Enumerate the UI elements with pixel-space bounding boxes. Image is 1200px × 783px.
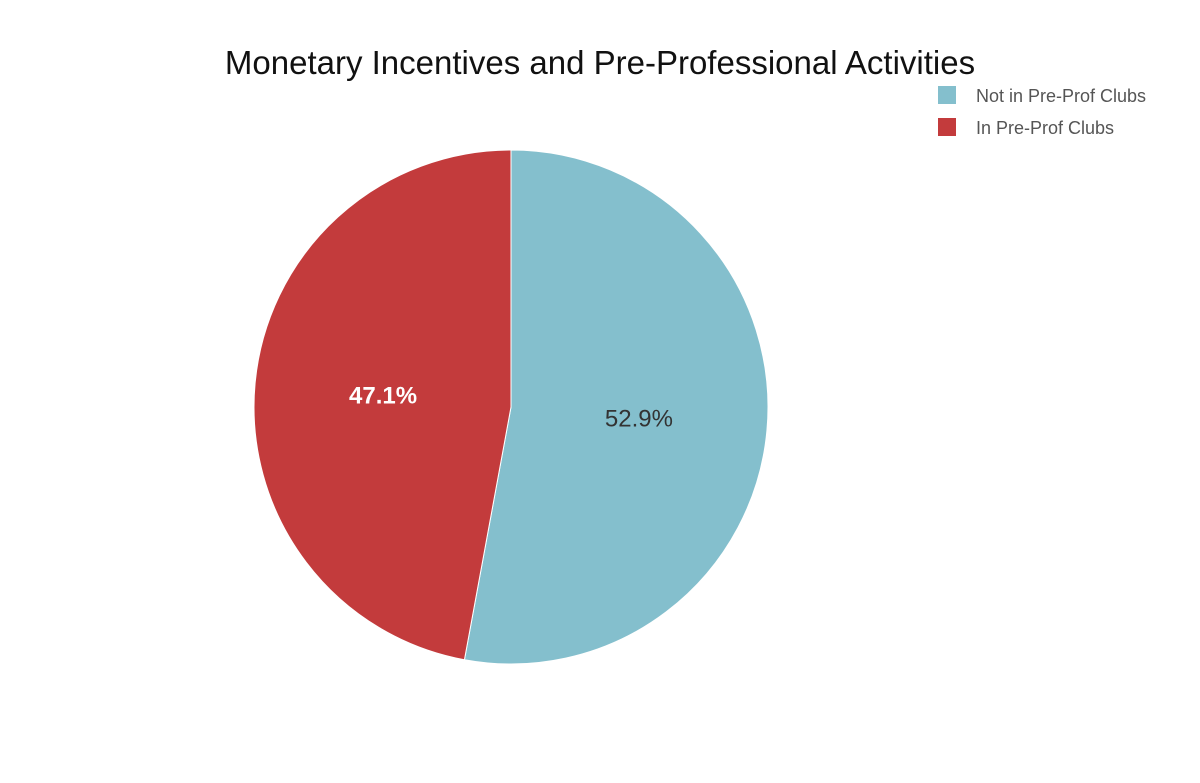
pie-slice (253, 149, 512, 661)
legend-item-in-pre-prof-clubs: In Pre-Prof Clubs (938, 118, 1114, 138)
legend-swatch (938, 118, 956, 136)
legend-label: In Pre-Prof Clubs (976, 118, 1114, 138)
pie-slice-label: 47.1% (349, 382, 417, 409)
pie-slice (463, 149, 769, 665)
legend-swatch (938, 86, 956, 104)
pie-slices (253, 149, 769, 665)
pie-slice-label: 52.9% (605, 406, 673, 433)
pie-slice-labels: 52.9% 47.1% (349, 382, 673, 432)
chart-title: Monetary Incentives and Pre-Professional… (225, 44, 975, 81)
legend-label: Not in Pre-Prof Clubs (976, 86, 1146, 106)
legend: Not in Pre-Prof Clubs In Pre-Prof Clubs (938, 86, 1146, 138)
legend-item-not-in-pre-prof-clubs: Not in Pre-Prof Clubs (938, 86, 1146, 106)
